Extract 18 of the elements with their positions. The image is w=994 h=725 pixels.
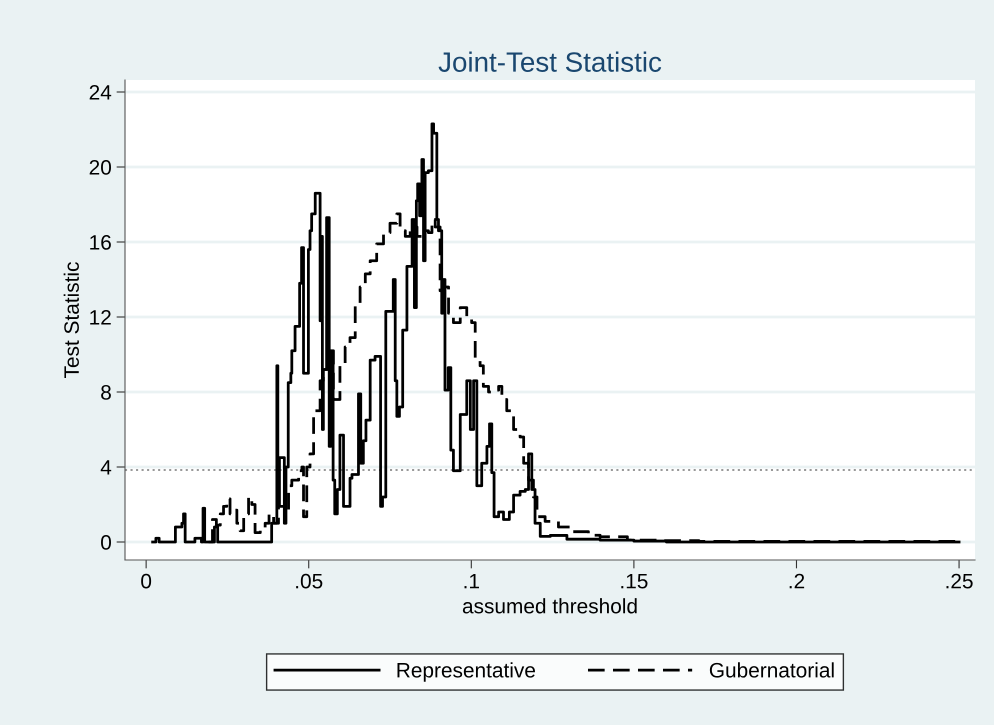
y-tick-label: 0 bbox=[101, 535, 111, 550]
x-tick-label: .1 bbox=[464, 574, 479, 588]
x-tick-label: .25 bbox=[946, 574, 973, 588]
legend-label: Gubernatorial bbox=[710, 662, 834, 678]
y-axis-title: Test Statistic bbox=[64, 262, 79, 378]
y-tick-label: 4 bbox=[100, 460, 112, 475]
y-tick-label: 12 bbox=[90, 310, 111, 325]
x-tick-label: .05 bbox=[296, 574, 322, 588]
x-tick-label: .2 bbox=[790, 574, 804, 588]
x-tick-label: .15 bbox=[621, 574, 648, 588]
y-tick-label: 20 bbox=[90, 160, 111, 175]
y-tick-label: 8 bbox=[101, 385, 111, 400]
x-tick-label: 0 bbox=[141, 574, 152, 588]
x-axis-title: assumed threshold bbox=[462, 598, 637, 614]
legend-label: Representative bbox=[398, 662, 535, 682]
y-tick-label: 24 bbox=[90, 85, 112, 100]
chart-title: Joint-Test Statistic bbox=[438, 52, 662, 72]
y-tick-label: 16 bbox=[90, 235, 111, 250]
